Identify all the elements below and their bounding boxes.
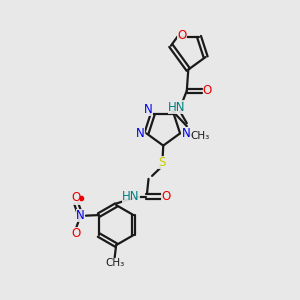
Text: HN: HN xyxy=(122,190,140,203)
Text: O: O xyxy=(71,191,80,205)
Text: O: O xyxy=(203,84,212,97)
Text: N: N xyxy=(76,209,85,222)
Text: O: O xyxy=(71,227,80,240)
Text: CH₃: CH₃ xyxy=(105,258,124,268)
Text: N: N xyxy=(144,103,153,116)
Text: HN: HN xyxy=(168,100,185,113)
Text: N: N xyxy=(182,127,190,140)
Text: N: N xyxy=(136,127,145,140)
Text: O: O xyxy=(177,28,187,42)
Text: S: S xyxy=(158,156,166,169)
Text: O: O xyxy=(162,190,171,203)
Text: CH₃: CH₃ xyxy=(190,131,209,141)
